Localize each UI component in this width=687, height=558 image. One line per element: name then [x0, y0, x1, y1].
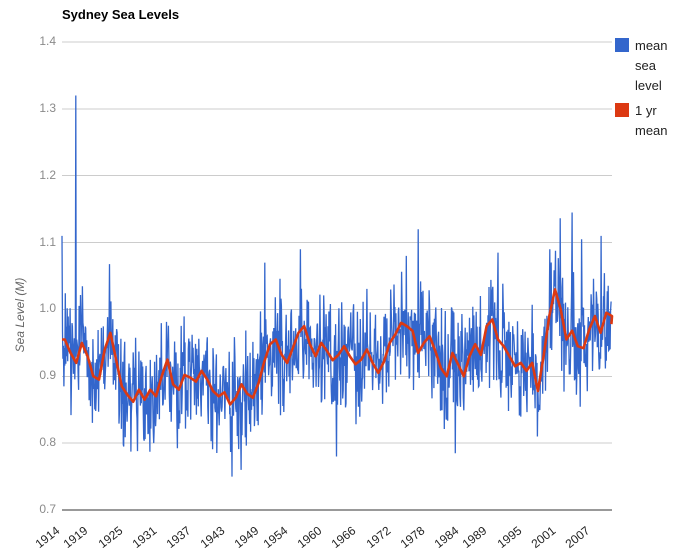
1yr-mean-series-path [62, 288, 614, 406]
mean-sea-level-series-path [61, 95, 612, 477]
y-tick-label: 0.7 [39, 502, 56, 516]
y-tick-label: 1.3 [39, 100, 56, 115]
legend-item-mean-sea-level: mean sea level [615, 36, 681, 96]
legend-label-mean-sea-level: mean sea level [635, 38, 668, 93]
legend-label-1yr-mean: 1 yr mean [635, 103, 668, 138]
legend: mean sea level 1 yr mean [615, 36, 681, 146]
y-tick-label: 0.8 [39, 435, 56, 450]
y-tick-label: 1.2 [39, 167, 56, 182]
chart-title: Sydney Sea Levels [62, 7, 180, 22]
y-tick-label: 0.9 [39, 368, 56, 383]
legend-swatch-red-icon [615, 103, 629, 117]
y-tick-label: 1.0 [39, 301, 56, 316]
y-tick-label: 1.4 [39, 34, 56, 48]
gridlines [62, 41, 612, 511]
legend-item-1yr-mean: 1 yr mean [615, 101, 681, 141]
y-tick-label: 1.1 [39, 234, 56, 249]
legend-swatch-blue-icon [615, 38, 629, 52]
